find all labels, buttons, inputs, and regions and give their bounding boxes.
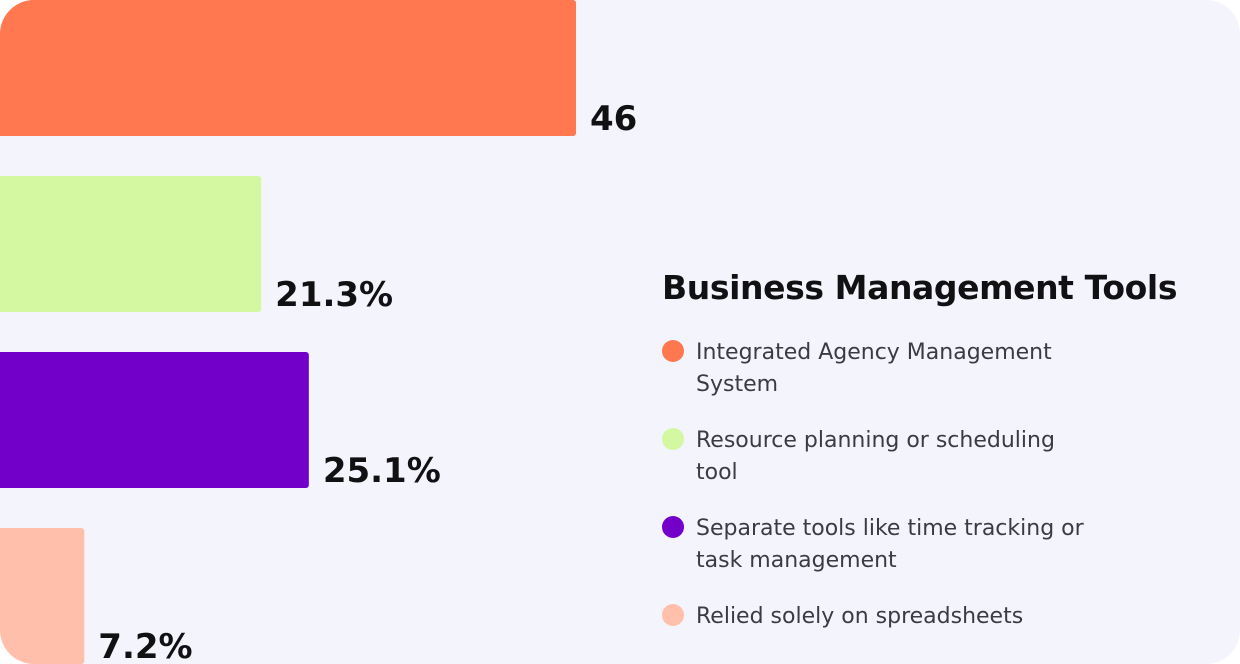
legend-item: Relied solely on spreadsheets [662,601,1222,633]
legend-list: Integrated Agency Management System Reso… [662,337,1222,633]
legend-swatch [662,604,684,626]
legend-label: Integrated Agency Management System [696,340,1052,397]
bar-value-label: 46.4% [590,99,640,139]
bar [0,528,85,664]
chart-title: Business Management Tools [662,268,1178,307]
bar [0,0,576,136]
bar [0,352,309,488]
legend-label: Resource planning or scheduling tool [696,428,1055,485]
bar-value-label: 7.2% [98,627,192,664]
bar [0,176,262,312]
legend-swatch [662,340,684,362]
legend-item: Resource planning or scheduling tool [662,425,1222,489]
bar-chart: 46.4% 21.3% 25.1% 7.2% [0,0,640,664]
legend-swatch [662,428,684,450]
bar-value-label: 21.3% [275,275,393,315]
legend-item: Separate tools like time tracking or tas… [662,513,1222,577]
legend-label: Relied solely on spreadsheets [696,604,1024,629]
bar-value-label: 25.1% [323,451,441,491]
legend-label: Separate tools like time tracking or tas… [696,516,1084,573]
legend: Business Management Tools Integrated Age… [662,268,1222,657]
legend-swatch [662,516,684,538]
legend-item: Integrated Agency Management System [662,337,1222,401]
